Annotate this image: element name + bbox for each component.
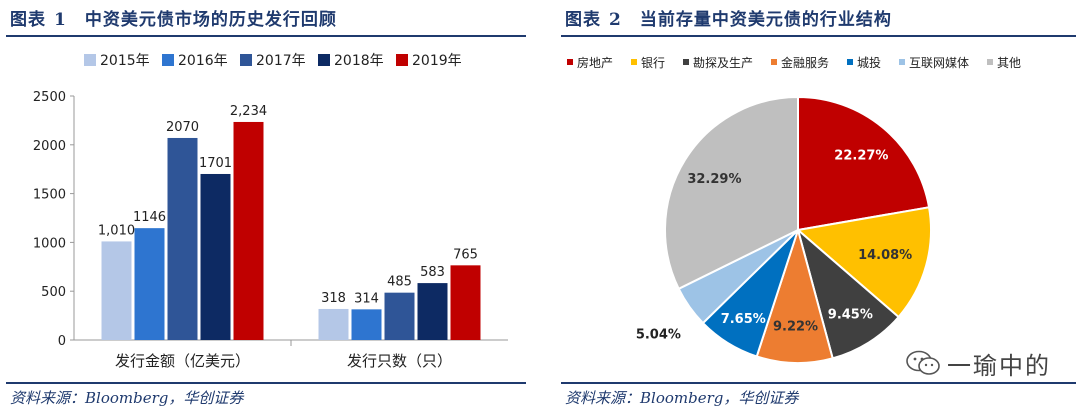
legend-label-勘探及生产: 勘探及生产 xyxy=(693,56,753,70)
figure-2-source: 资料来源：Bloomberg，华创证券 xyxy=(565,389,799,407)
legend-swatch-其他 xyxy=(987,59,993,65)
figure-1-source: 资料来源：Bloomberg，华创证券 xyxy=(10,389,244,407)
pie-slice-勘探及生产 xyxy=(796,227,900,360)
legend-label-互联网媒体: 互联网媒体 xyxy=(909,56,969,70)
legend-label-2017年: 2017年 xyxy=(256,53,306,69)
y-tick-label: 500 xyxy=(41,285,66,300)
legend-label-银行: 银行 xyxy=(641,56,665,70)
figure-2-title: 图表 2 当前存量中资美元债的行业结构 xyxy=(565,5,892,30)
y-tick-label: 2500 xyxy=(33,90,66,105)
pie-data-label: 5.04% xyxy=(636,328,681,343)
legend-label-城投: 城投 xyxy=(857,55,881,70)
bar-2017年-1 xyxy=(384,292,415,340)
figure-1-text: 中资美元债市场的历史发行回顾 xyxy=(84,10,337,30)
pie-slice-银行 xyxy=(795,206,932,319)
bar-2017年-0 xyxy=(167,137,198,340)
pie-data-label: 14.08% xyxy=(858,248,912,263)
bar-chart-panel: 图表 1 中资美元债市场的历史发行回顾 2015年 2016年 2017年 2018年 20… xyxy=(0,0,530,412)
watermark-text: 一瑜中的 xyxy=(947,352,1051,380)
x-category-label: 发行金额（亿美元） xyxy=(115,352,250,370)
figure-2-text: 当前存量中资美元债的行业结构 xyxy=(639,10,892,30)
legend-label-金融服务: 金融服务 xyxy=(781,55,829,70)
pie-data-label: 9.45% xyxy=(828,307,873,322)
pie-chart-panel: 图表 2 当前存量中资美元债的行业结构 房地产 银行 勘探及生产 金融服务 城投 互联网媒体 其… xyxy=(555,0,1080,412)
data-label: 1,010 xyxy=(98,223,135,238)
pie-slice-其他 xyxy=(664,95,799,291)
legend-swatch-金融服务 xyxy=(771,59,777,65)
legend-swatch-2018年 xyxy=(318,54,330,66)
data-label: 2070 xyxy=(166,120,199,135)
pie-data-label: 7.65% xyxy=(721,312,766,327)
bar-2015年-0 xyxy=(101,241,132,340)
bar-2019年-0 xyxy=(233,121,264,340)
bar-2018年-0 xyxy=(200,173,231,340)
y-tick-label: 1000 xyxy=(33,236,66,251)
legend-label-2015年: 2015年 xyxy=(100,53,150,69)
data-label: 583 xyxy=(420,265,445,280)
legend-swatch-勘探及生产 xyxy=(683,59,689,65)
title-rule xyxy=(6,35,526,37)
watermark: 一瑜中的 xyxy=(905,346,1055,380)
data-label: 1146 xyxy=(133,210,166,225)
x-category-label: 发行只数（只） xyxy=(347,352,452,370)
source-rule xyxy=(6,382,526,384)
legend-swatch-2019年 xyxy=(396,54,408,66)
legend-label-2019年: 2019年 xyxy=(412,53,462,69)
bar-2019年-1 xyxy=(450,265,481,340)
data-label: 318 xyxy=(321,291,346,306)
data-label: 765 xyxy=(453,247,478,262)
pie-data-label: 32.29% xyxy=(687,172,741,187)
legend-swatch-2017年 xyxy=(240,54,252,66)
legend-swatch-2016年 xyxy=(162,54,174,66)
data-label: 2,234 xyxy=(230,104,267,119)
figure-1-title: 图表 1 中资美元债市场的历史发行回顾 xyxy=(10,5,337,30)
pie-data-label: 9.22% xyxy=(773,320,818,335)
figure-1-number: 1 xyxy=(54,10,67,30)
pie-slice-金融服务 xyxy=(755,226,834,364)
data-label: 314 xyxy=(354,291,379,306)
figure-1-prefix: 图表 xyxy=(10,10,46,30)
bar-chart: 2015年 2016年 2017年 2018年 2019年 0 500 1000 1500 200… xyxy=(33,53,508,370)
legend-label-2018年: 2018年 xyxy=(334,53,384,69)
data-label: 485 xyxy=(387,275,412,290)
legend-label-房地产: 房地产 xyxy=(577,55,613,70)
title-rule xyxy=(561,35,1076,37)
y-tick-label: 1500 xyxy=(33,188,66,203)
source-rule xyxy=(561,382,1076,384)
legend-label-2016年: 2016年 xyxy=(178,53,228,69)
legend-swatch-房地产 xyxy=(567,59,573,65)
figure-2-number: 2 xyxy=(609,10,622,30)
figure-2-prefix: 图表 xyxy=(565,10,601,30)
pie-slice-房地产 xyxy=(797,95,931,232)
legend-swatch-互联网媒体 xyxy=(899,59,905,65)
legend-swatch-2015年 xyxy=(84,54,96,66)
bar-2016年-1 xyxy=(351,309,382,340)
bar-2015年-1 xyxy=(318,308,349,340)
bar-2016年-0 xyxy=(134,228,165,340)
pie-data-label: 22.27% xyxy=(834,149,888,164)
y-tick-label: 2000 xyxy=(33,139,66,154)
bar-2018年-1 xyxy=(417,283,448,340)
y-tick-label: 0 xyxy=(58,334,66,349)
legend-swatch-银行 xyxy=(631,59,637,65)
legend-label-其他: 其他 xyxy=(997,56,1021,70)
legend-swatch-城投 xyxy=(847,59,853,65)
wechat-icon xyxy=(906,350,940,375)
data-label: 1701 xyxy=(199,156,232,171)
pie-chart: 房地产 银行 勘探及生产 金融服务 城投 互联网媒体 其他 22.27% 14.08% 9.45%… xyxy=(567,55,1021,364)
